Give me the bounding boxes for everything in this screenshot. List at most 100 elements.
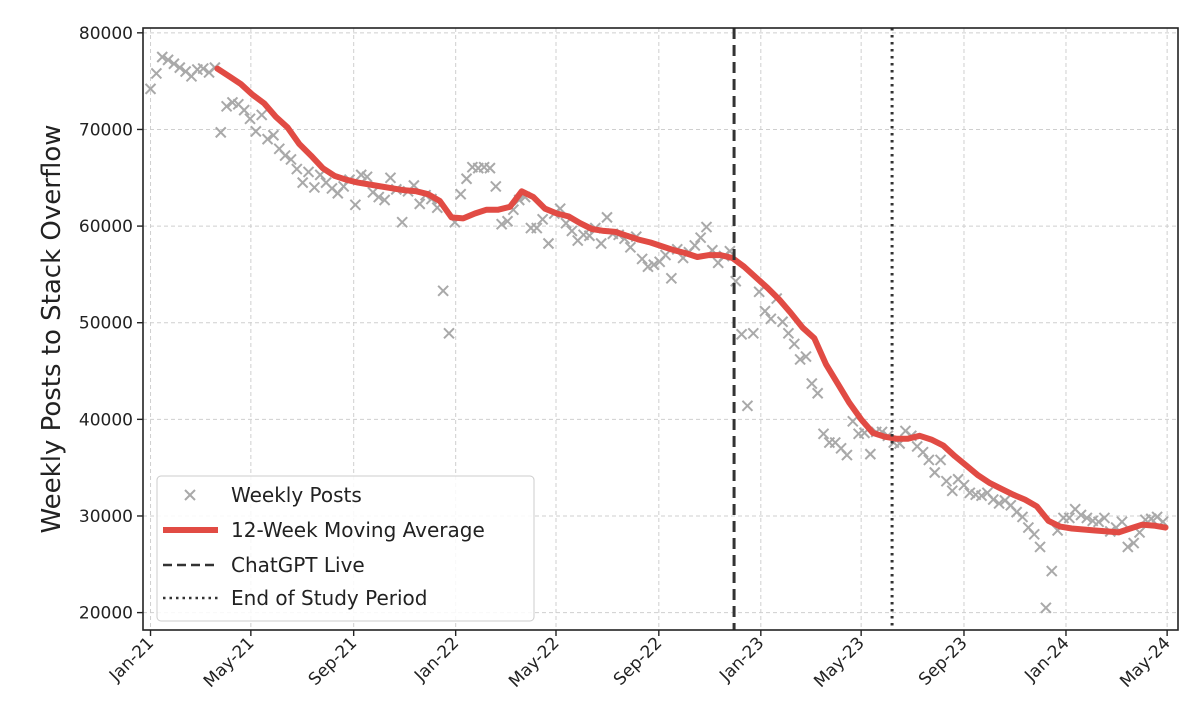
legend-label-chatgpt-live: ChatGPT Live: [231, 553, 365, 577]
legend: Weekly Posts 12-Week Moving Average Chat…: [156, 475, 535, 622]
weekly-posts-marker: [437, 285, 449, 297]
legend-marker-weekly-posts: [184, 489, 196, 501]
weekly-posts-marker: [1016, 511, 1029, 523]
weekly-posts-marker: [156, 51, 168, 63]
x-tick-label: Jan-21: [105, 633, 158, 686]
weekly-posts-marker: [443, 327, 455, 340]
weekly-posts-marker: [484, 162, 496, 174]
weekly-posts-marker: [624, 241, 637, 254]
weekly-posts-marker: [378, 194, 391, 206]
weekly-posts-marker: [1034, 541, 1046, 553]
moving-average-line: [214, 65, 1169, 536]
weekly-posts-marker: [1116, 516, 1128, 528]
weekly-posts-marker: [759, 305, 771, 317]
weekly-posts-marker: [566, 225, 578, 237]
x-tick-label: May-23: [810, 633, 868, 691]
weekly-posts-marker: [267, 129, 280, 141]
y-tick-label: 60000: [79, 217, 133, 237]
weekly-posts-marker: [1040, 602, 1052, 614]
weekly-posts-marker: [958, 479, 970, 491]
weekly-posts-marker: [238, 104, 250, 116]
weekly-posts-marker: [1081, 512, 1093, 524]
weekly-posts-marker: [601, 211, 613, 224]
weekly-posts-marker: [308, 181, 321, 194]
legend-x-glyph: [184, 489, 196, 501]
y-tick-label: 20000: [79, 604, 133, 624]
y-axis-label: Weekly Posts to Stack Overflow: [37, 124, 67, 533]
weekly-posts-marker: [531, 222, 543, 234]
weekly-posts-marker: [1046, 565, 1058, 577]
weekly-posts-marker: [765, 313, 777, 325]
weekly-posts-marker: [730, 275, 742, 287]
weekly-posts-marker: [735, 328, 748, 341]
weekly-posts-marker: [536, 213, 549, 226]
weekly-posts-marker: [168, 58, 180, 70]
weekly-posts-marker: [923, 454, 935, 466]
reference-lines: [732, 28, 894, 630]
x-tick-label: Sep-21: [305, 633, 361, 689]
weekly-posts-marker: [1028, 528, 1040, 541]
weekly-posts-marker: [753, 286, 765, 298]
weekly-posts-marker: [1063, 512, 1076, 524]
weekly-posts-marker: [414, 198, 426, 210]
x-tick-label: May-24: [1116, 633, 1174, 691]
weekly-posts-marker: [144, 83, 157, 95]
weekly-posts-marker: [1127, 537, 1140, 549]
weekly-posts-marker: [349, 199, 362, 211]
weekly-posts-marker: [361, 171, 373, 183]
weekly-posts-marker: [794, 353, 806, 366]
weekly-posts-marker: [454, 188, 467, 200]
weekly-posts-marker: [747, 327, 760, 340]
weekly-posts-marker: [946, 485, 958, 497]
y-tick-label: 30000: [79, 507, 133, 527]
x-tick-label: Sep-23: [915, 633, 971, 689]
x-tick-label: Jan-24: [1020, 633, 1073, 686]
weekly-posts-marker: [940, 475, 953, 487]
weekly-posts-marker: [244, 113, 256, 125]
weekly-posts-marker: [1098, 512, 1111, 524]
weekly-posts-marker: [975, 489, 988, 502]
weekly-posts-marker: [490, 180, 502, 193]
weekly-posts-marker: [811, 387, 824, 399]
weekly-posts-marker: [220, 100, 233, 112]
legend-label-end-of-study: End of Study Period: [231, 586, 427, 610]
weekly-posts-marker: [806, 377, 818, 390]
weekly-posts-marker: [162, 54, 174, 66]
weekly-posts-marker: [256, 109, 268, 121]
weekly-posts-marker: [261, 133, 274, 145]
weekly-posts-marker: [495, 218, 508, 230]
legend-label-moving-average: 12-Week Moving Average: [231, 518, 485, 542]
weekly-posts-marker: [1122, 541, 1134, 553]
weekly-posts-marker: [636, 253, 648, 265]
x-tick-label: Jan-23: [715, 633, 768, 686]
weekly-posts-marker: [384, 172, 397, 184]
weekly-posts-marker: [542, 237, 555, 250]
weekly-posts-marker: [396, 216, 408, 228]
weekly-posts-marker: [285, 153, 297, 166]
weekly-posts-marker: [296, 176, 309, 189]
weekly-posts-marker: [1092, 516, 1105, 528]
moving-average-layer: [214, 65, 1169, 536]
weekly-posts-marker: [595, 237, 607, 250]
y-axis-ticks: 20000 30000 40000 50000 60000 70000 80000: [79, 24, 143, 624]
weekly-posts-marker: [841, 449, 853, 461]
x-axis-ticks: Jan-21 May-21 Sep-21 Jan-22 May-22 Sep-22 Jan-…: [105, 630, 1175, 692]
weekly-posts-marker: [864, 448, 877, 460]
weekly-posts-marker: [782, 327, 795, 340]
weekly-posts-marker: [373, 191, 385, 203]
x-tick-label: Jan-22: [410, 633, 463, 686]
y-tick-label: 70000: [79, 120, 133, 140]
weekly-posts-marker: [694, 231, 707, 244]
weekly-posts-marker: [215, 126, 227, 139]
y-tick-label: 80000: [79, 24, 133, 44]
weekly-posts-marker: [689, 239, 701, 252]
legend-label-weekly-posts: Weekly Posts: [231, 483, 362, 507]
weekly-posts-marker: [197, 62, 209, 75]
weekly-posts-marker: [174, 61, 186, 74]
weekly-posts-marker: [583, 230, 596, 242]
y-tick-label: 50000: [79, 314, 133, 334]
weekly-posts-marker: [934, 454, 947, 466]
weekly-posts-marker: [847, 415, 859, 427]
plot-frame: [142, 27, 1179, 631]
weekly-posts-marker: [279, 149, 291, 162]
